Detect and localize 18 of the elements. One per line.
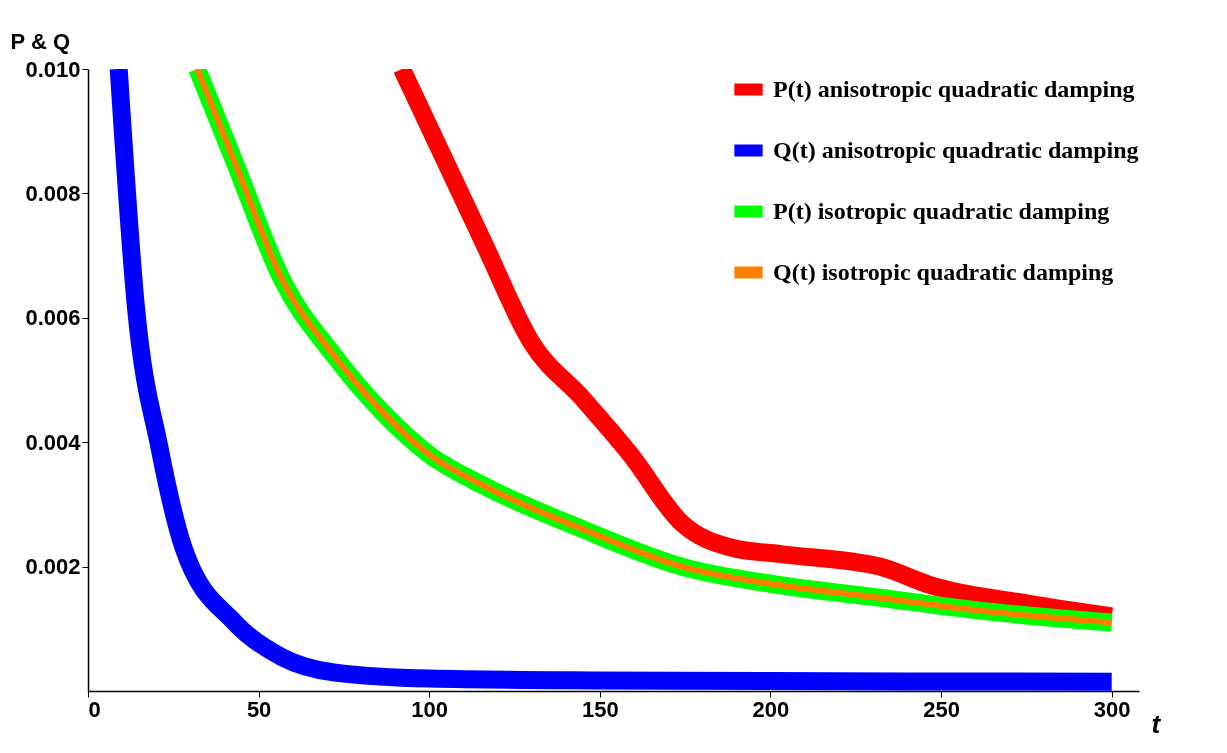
x-tick-label: 150 (581, 696, 619, 722)
legend-label: Q(t) anisotropic quadratic damping (773, 136, 1139, 163)
y-axis-title: P & Q (10, 28, 71, 54)
x-tick-label: 50 (246, 696, 272, 722)
x-tick-label: 300 (1093, 696, 1131, 722)
x-tick-label: 0 (88, 696, 101, 722)
legend-label: P(t) anisotropic quadratic damping (773, 75, 1135, 102)
legend-label: P(t) isotropic quadratic damping (773, 197, 1110, 224)
y-tick-label: 0.010 (25, 56, 81, 82)
x-tick-label: 250 (923, 696, 960, 722)
x-tick-label: 200 (752, 696, 790, 722)
y-tick-label: 0.008 (25, 180, 81, 206)
y-tick-label: 0.006 (25, 305, 81, 331)
y-tick-label: 0.004 (25, 429, 82, 455)
x-tick-label: 100 (411, 696, 449, 722)
x-axis-title: t (1151, 708, 1162, 739)
legend-label: Q(t) isotropic quadratic damping (773, 258, 1114, 285)
y-tick-label: 0.002 (25, 554, 81, 580)
